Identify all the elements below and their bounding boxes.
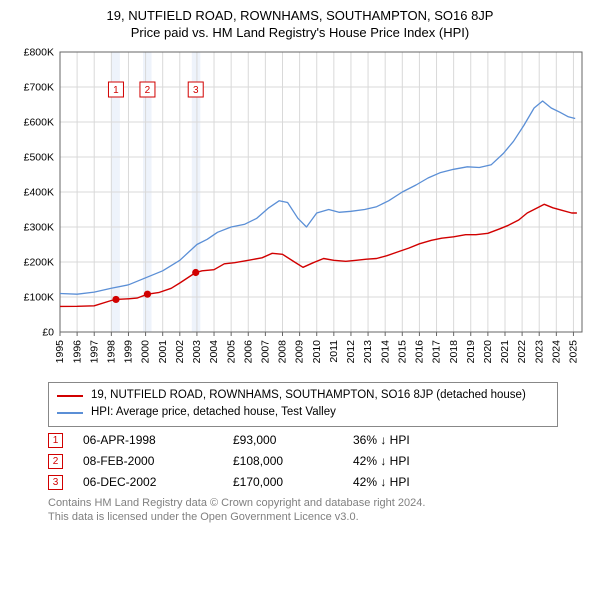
legend: 19, NUTFIELD ROAD, ROWNHAMS, SOUTHAMPTON… — [48, 382, 558, 427]
transaction-date: 08-FEB-2000 — [83, 454, 233, 468]
svg-text:2: 2 — [145, 85, 151, 96]
transaction-hpi: 42% ↓ HPI — [353, 454, 410, 468]
svg-text:1995: 1995 — [54, 340, 66, 364]
svg-text:£800K: £800K — [24, 47, 54, 59]
svg-text:£200K: £200K — [24, 257, 54, 269]
transaction-price: £108,000 — [233, 454, 353, 468]
transaction-index-box: 3 — [48, 475, 63, 490]
svg-text:£100K: £100K — [24, 292, 54, 304]
svg-text:1998: 1998 — [105, 340, 117, 364]
svg-text:2013: 2013 — [362, 340, 374, 364]
footer-attribution: Contains HM Land Registry data © Crown c… — [48, 496, 590, 526]
svg-text:2015: 2015 — [396, 340, 408, 364]
svg-text:2012: 2012 — [345, 340, 357, 364]
svg-text:2011: 2011 — [328, 340, 340, 363]
chart-svg: £0 £100K £200K £300K £400K £500K £600K £700K £80… — [12, 46, 588, 376]
title-line-1: 19, NUTFIELD ROAD, ROWNHAMS, SOUTHAMPTON… — [10, 8, 590, 23]
title-block: 19, NUTFIELD ROAD, ROWNHAMS, SOUTHAMPTON… — [10, 8, 590, 40]
svg-text:3: 3 — [193, 85, 199, 96]
svg-text:2019: 2019 — [465, 340, 477, 364]
svg-text:2007: 2007 — [260, 340, 272, 364]
svg-text:£0: £0 — [42, 327, 54, 339]
svg-text:2023: 2023 — [533, 340, 545, 364]
legend-label: HPI: Average price, detached house, Test… — [91, 404, 336, 421]
transaction-hpi: 42% ↓ HPI — [353, 475, 410, 489]
svg-text:£700K: £700K — [24, 82, 54, 94]
svg-text:1999: 1999 — [123, 340, 135, 364]
legend-item: 19, NUTFIELD ROAD, ROWNHAMS, SOUTHAMPTON… — [57, 387, 549, 404]
svg-text:£600K: £600K — [24, 117, 54, 129]
transaction-date: 06-APR-1998 — [83, 433, 233, 447]
transaction-price: £170,000 — [233, 475, 353, 489]
svg-text:2021: 2021 — [499, 340, 511, 364]
title-line-2: Price paid vs. HM Land Registry's House … — [10, 25, 590, 40]
svg-text:2000: 2000 — [140, 340, 152, 364]
chart-container: 19, NUTFIELD ROAD, ROWNHAMS, SOUTHAMPTON… — [0, 0, 600, 531]
svg-text:2020: 2020 — [482, 340, 494, 364]
svg-text:1996: 1996 — [71, 340, 83, 364]
svg-text:2018: 2018 — [448, 340, 460, 364]
footer-line-1: Contains HM Land Registry data © Crown c… — [48, 496, 590, 511]
transaction-row: 3 06-DEC-2002£170,00042% ↓ HPI — [48, 475, 590, 490]
svg-text:2005: 2005 — [225, 340, 237, 364]
svg-text:2014: 2014 — [379, 340, 391, 364]
svg-text:2017: 2017 — [431, 340, 443, 364]
svg-text:1: 1 — [113, 85, 119, 96]
line-chart: £0 £100K £200K £300K £400K £500K £600K £700K £80… — [12, 46, 588, 376]
svg-text:2003: 2003 — [191, 340, 203, 364]
legend-item: HPI: Average price, detached house, Test… — [57, 404, 549, 421]
svg-text:2024: 2024 — [550, 340, 562, 364]
svg-text:2009: 2009 — [294, 340, 306, 364]
transaction-hpi: 36% ↓ HPI — [353, 433, 410, 447]
transaction-index-box: 2 — [48, 454, 63, 469]
svg-text:£300K: £300K — [24, 222, 54, 234]
svg-text:2022: 2022 — [516, 340, 528, 364]
svg-text:2001: 2001 — [157, 340, 169, 364]
svg-text:2025: 2025 — [568, 340, 580, 364]
transaction-row: 1 06-APR-1998£93,00036% ↓ HPI — [48, 433, 590, 448]
legend-swatch — [57, 412, 83, 414]
svg-text:2008: 2008 — [277, 340, 289, 364]
svg-text:1997: 1997 — [88, 340, 100, 364]
footer-line-2: This data is licensed under the Open Gov… — [48, 510, 590, 525]
transaction-date: 06-DEC-2002 — [83, 475, 233, 489]
transaction-row: 2 08-FEB-2000£108,00042% ↓ HPI — [48, 454, 590, 469]
legend-label: 19, NUTFIELD ROAD, ROWNHAMS, SOUTHAMPTON… — [91, 387, 526, 404]
svg-text:2010: 2010 — [311, 340, 323, 364]
svg-text:2006: 2006 — [242, 340, 254, 364]
svg-text:2004: 2004 — [208, 340, 220, 364]
transaction-index-box: 1 — [48, 433, 63, 448]
legend-swatch — [57, 395, 83, 397]
svg-text:2002: 2002 — [174, 340, 186, 364]
svg-text:2016: 2016 — [414, 340, 426, 364]
svg-text:£500K: £500K — [24, 152, 54, 164]
transactions-table: 1 06-APR-1998£93,00036% ↓ HPI 2 08-FEB-2000… — [48, 433, 590, 490]
transaction-price: £93,000 — [233, 433, 353, 447]
svg-text:£400K: £400K — [24, 187, 54, 199]
